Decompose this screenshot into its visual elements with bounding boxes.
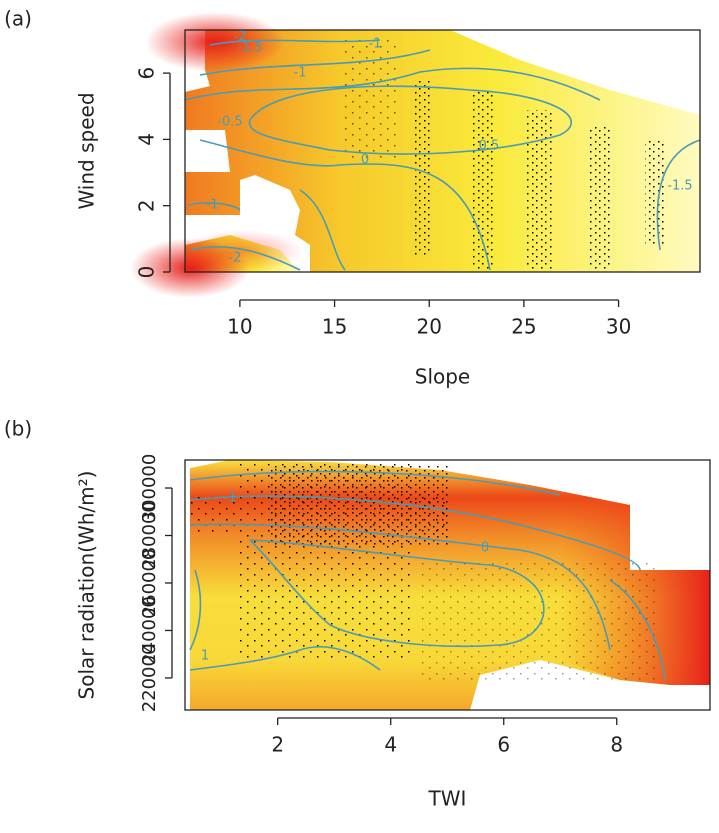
y-tick-label: 220000: [139, 644, 160, 713]
contour-label: -1: [369, 37, 382, 52]
contour-label: -1: [294, 66, 307, 81]
y-tick-label: 260000: [139, 549, 160, 618]
contour-label: -1: [206, 198, 219, 213]
contour-label: -2: [229, 251, 242, 266]
x-tick-label: 15: [322, 315, 347, 339]
panel-label: (b): [4, 417, 32, 441]
x-tick-label: 10: [227, 315, 252, 339]
x-tick-label: 8: [610, 733, 623, 757]
x-tick-label: 2: [271, 733, 284, 757]
contour-label: -1.5: [237, 41, 262, 56]
surface-a: [130, 12, 701, 298]
plot-frame: [184, 29, 701, 273]
panel-label: (a): [4, 7, 32, 31]
x-tick-label: 4: [384, 733, 397, 757]
x-tick-label: 6: [497, 733, 510, 757]
plot-frame: [184, 459, 711, 711]
contour-label: 0.5: [479, 139, 500, 154]
y-tick-label: 4: [135, 133, 159, 146]
x-tick-label: 30: [606, 315, 631, 339]
contour-label: 1: [201, 649, 209, 664]
x-axis-label: Slope: [415, 365, 471, 389]
y-tick-label: 0: [135, 266, 159, 279]
y-tick-label: 300000: [139, 454, 160, 523]
y-tick-label: 6: [135, 67, 159, 80]
y-tick-label: 2: [135, 199, 159, 212]
contour-label: -2: [234, 30, 247, 45]
contour-label: -0.5: [217, 115, 242, 130]
contour-label: -1: [224, 491, 237, 506]
contour-label: 0: [481, 541, 489, 556]
contour-label: -1.5: [667, 179, 692, 194]
x-tick-label: 20: [417, 315, 442, 339]
surface-b: [189, 460, 710, 710]
x-axis-label: TWI: [428, 787, 467, 811]
contour-label: 0: [361, 153, 369, 168]
y-tick-label: 280000: [139, 501, 160, 570]
y-axis-label: Wind speed: [75, 92, 99, 209]
y-tick-label: 240000: [139, 596, 160, 665]
x-tick-label: 25: [511, 315, 536, 339]
y-axis-label: Solar radiation(Wh/m²): [75, 471, 99, 700]
